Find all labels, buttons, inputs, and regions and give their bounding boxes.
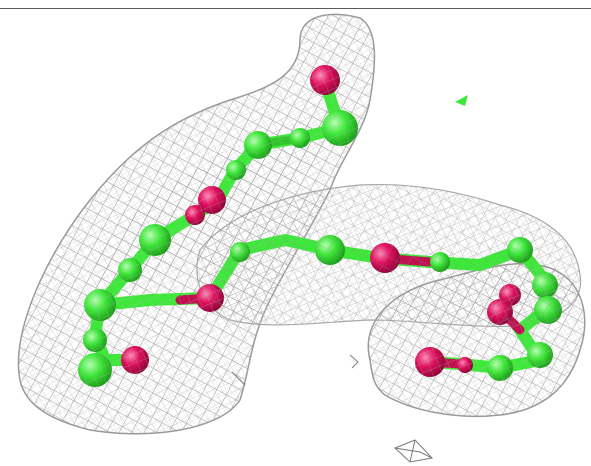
top-border-line bbox=[0, 8, 591, 9]
density-mesh-overlay bbox=[18, 14, 585, 434]
axis-fragment bbox=[231, 354, 433, 463]
stray-density-blob bbox=[455, 95, 468, 106]
